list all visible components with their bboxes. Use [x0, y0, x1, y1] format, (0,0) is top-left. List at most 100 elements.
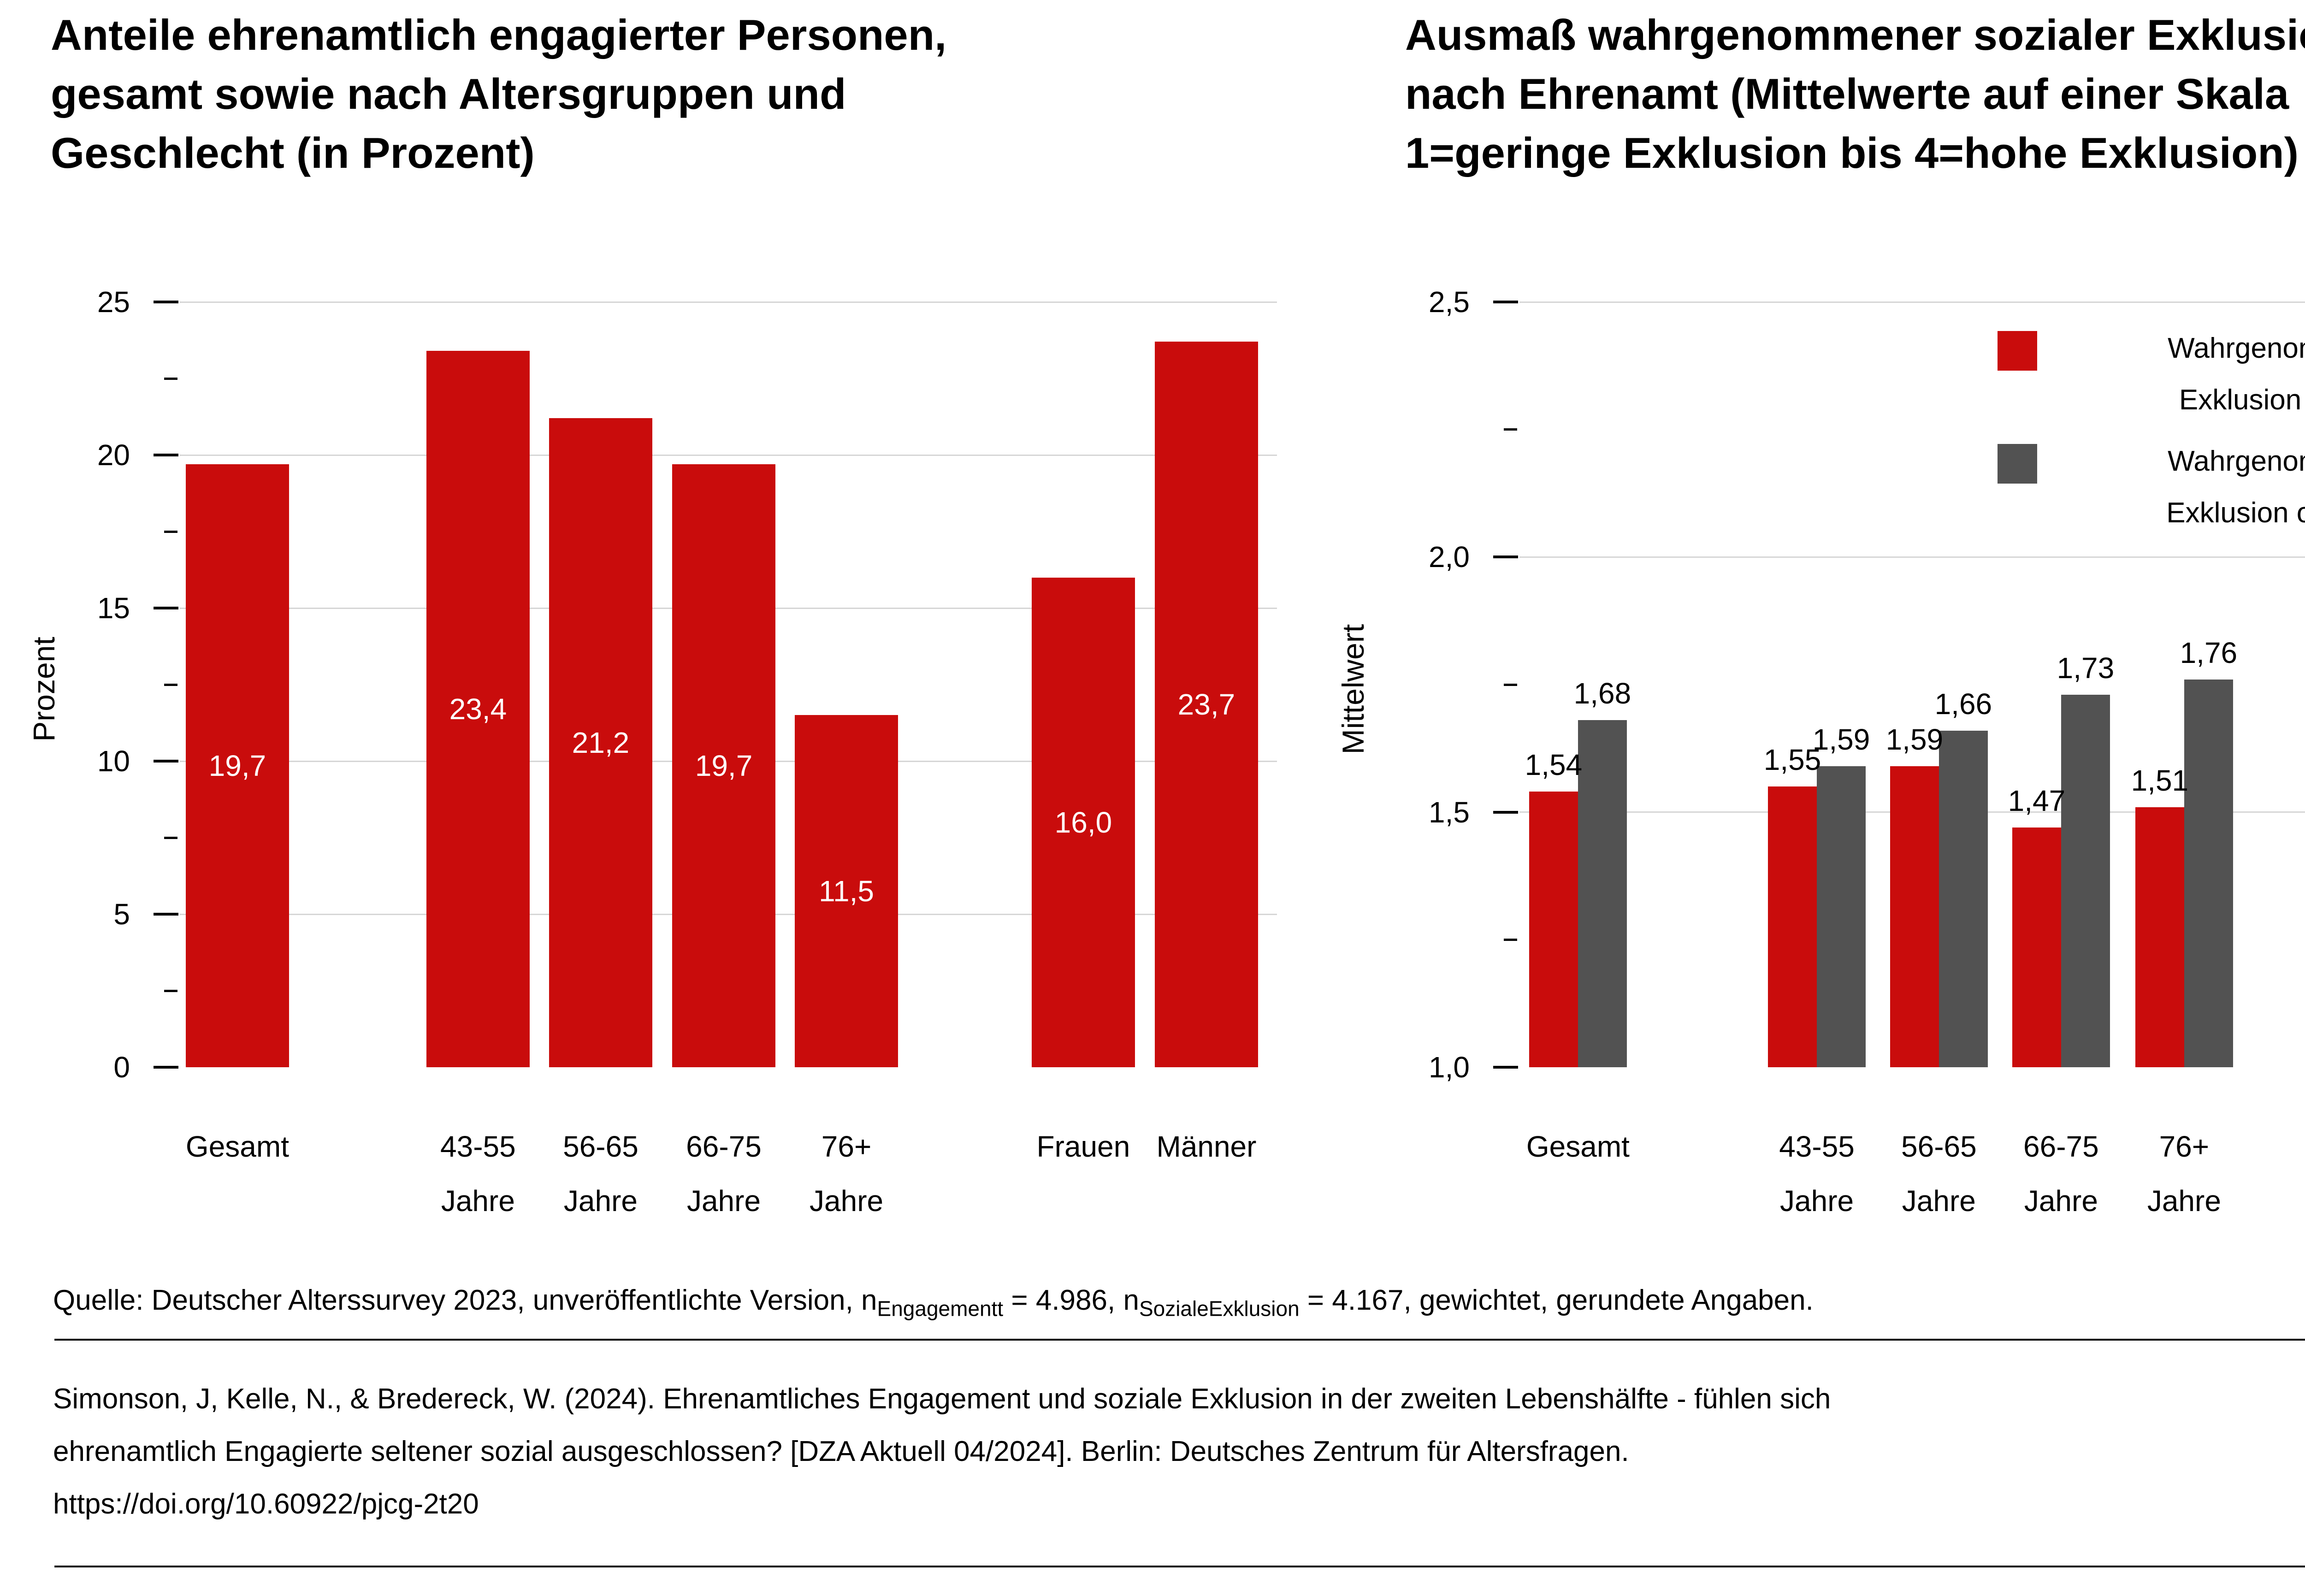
x-category-label: 43-55 Jahre: [1757, 1119, 1877, 1228]
y-major-tick: [154, 301, 178, 303]
bar: [1154, 342, 1258, 1067]
legend-label: Wahrgenommene soziale Exklusion ohne Ehre…: [2049, 436, 2305, 539]
legend-swatch: [1998, 331, 2037, 371]
y-major-tick: [1493, 556, 1518, 559]
y-tick-label: 2,5: [1429, 285, 1470, 319]
legend-label-line: Wahrgenommene soziale: [2168, 445, 2305, 477]
bar: [795, 715, 898, 1067]
y-minor-tick: [1504, 683, 1517, 686]
x-category-label-line: Jahre: [810, 1184, 884, 1218]
left-y-axis-title: Prozent: [27, 637, 61, 742]
citation-line: Simonson, J, Kelle, N., & Bredereck, W. …: [53, 1383, 1831, 1415]
y-tick-label: 1,5: [1429, 795, 1470, 829]
citation: Simonson, J, Kelle, N., & Bredereck, W. …: [53, 1373, 2305, 1531]
bar: [1768, 786, 1817, 1067]
x-category-label-line: 43-55: [440, 1130, 516, 1163]
bar: [1817, 766, 1866, 1067]
citation-line: https://doi.org/10.60922/pjcg-2t20: [53, 1488, 479, 1520]
bar-value-label: 1,66: [1934, 687, 1992, 721]
bar-value-label: 19,7: [695, 749, 753, 782]
source-subscript: SozialeExklusion: [1139, 1296, 1300, 1321]
y-major-tick: [154, 913, 178, 916]
y-minor-tick: [164, 683, 177, 686]
x-category-label: Männer: [1147, 1119, 1266, 1174]
bar-value-label: 21,2: [572, 726, 630, 760]
bar-value-label: 1,73: [2057, 651, 2115, 685]
bar-value-label: 1,76: [2180, 636, 2238, 669]
y-major-tick: [1493, 810, 1518, 814]
legend-label-line: Exklusion mit Ehrenamt: [2179, 384, 2305, 416]
right-y-axis-title: Mittelwert: [1336, 624, 1370, 755]
y-major-tick: [154, 760, 178, 763]
x-category-label-line: Jahre: [2024, 1184, 2098, 1218]
x-category-label-line: Gesamt: [185, 1130, 289, 1163]
y-major-tick: [1493, 1066, 1518, 1069]
right-chart-title-line: nach Ehrenamt (Mittelwerte auf einer Ska…: [1405, 70, 2289, 118]
bar-value-label: 1,59: [1812, 723, 1870, 757]
y-minor-tick: [1504, 938, 1517, 941]
x-category-label-line: Jahre: [2147, 1184, 2221, 1218]
bar: [2012, 827, 2061, 1067]
left-chart-title: Anteile ehrenamtlich engagierter Persone…: [51, 6, 1295, 183]
x-category-label-line: 66-75: [2023, 1130, 2099, 1163]
x-category-label-line: Jahre: [1780, 1184, 1854, 1218]
bar: [549, 418, 652, 1067]
bar: [2184, 679, 2233, 1067]
y-minor-tick: [164, 377, 177, 380]
bar: [1890, 766, 1939, 1067]
x-category-label: 56-65 Jahre: [541, 1119, 661, 1228]
x-category-label-line: 76+: [2159, 1130, 2210, 1163]
bar-value-label: 1,54: [1525, 748, 1583, 782]
divider-line: [54, 1339, 2305, 1341]
legend-swatch: [1998, 444, 2037, 484]
x-category-label-line: 76+: [821, 1130, 872, 1163]
y-major-tick: [154, 607, 178, 609]
x-category-label: 76+ Jahre: [786, 1119, 906, 1228]
bar: [185, 464, 289, 1067]
y-minor-tick: [164, 836, 177, 839]
legend-label-line: Wahrgenommene soziale: [2168, 332, 2305, 364]
bar-value-label: 23,7: [1177, 688, 1235, 721]
x-category-label-line: Jahre: [563, 1184, 638, 1218]
y-tick-label: 5: [113, 898, 130, 931]
grid-line: [180, 301, 1277, 303]
x-category-label-line: Frauen: [1036, 1130, 1130, 1163]
divider-line: [54, 1566, 2305, 1567]
source-subscript: Engagementt: [877, 1296, 1004, 1321]
bar: [1529, 792, 1578, 1067]
x-category-label: Frauen: [1023, 1119, 1143, 1174]
y-tick-label: 0: [113, 1051, 130, 1084]
x-category-label: 66-75 Jahre: [2001, 1119, 2121, 1228]
bar-value-label: 23,4: [449, 692, 507, 726]
x-category-label-line: Jahre: [1902, 1184, 1976, 1218]
bar-value-label: 1,59: [1885, 723, 1944, 757]
x-category-label: 76+ Jahre: [2124, 1119, 2244, 1228]
bar: [1939, 730, 1988, 1067]
right-chart-title-line: 1=geringe Exklusion bis 4=hohe Exklusion…: [1405, 129, 2299, 177]
y-tick-label: 25: [97, 285, 130, 319]
x-category-label: Gesamt: [177, 1119, 297, 1174]
left-chart-title-line: gesamt sowie nach Altersgruppen und: [51, 70, 846, 118]
y-minor-tick: [1504, 428, 1517, 431]
x-category-label: Gesamt: [1518, 1119, 1638, 1174]
bar-value-label: 1,51: [2131, 763, 2189, 797]
x-category-label: 66-75 Jahre: [664, 1119, 784, 1228]
y-major-tick: [154, 1066, 178, 1069]
x-category-label-line: Gesamt: [1526, 1130, 1630, 1163]
x-category-label-line: 56-65: [563, 1130, 638, 1163]
x-category-label-line: 56-65: [1901, 1130, 1977, 1163]
right-chart-title-line: Ausmaß wahrgenommener sozialer Exklusion: [1405, 11, 2305, 59]
y-tick-label: 2,0: [1429, 540, 1470, 574]
bar: [672, 464, 775, 1067]
y-major-tick: [1493, 301, 1518, 303]
bar-value-label: 1,68: [1573, 677, 1631, 710]
source-text: Quelle: Deutscher Alterssurvey 2023, unv…: [53, 1284, 877, 1316]
grid-line: [1519, 301, 2305, 303]
x-category-label-line: 66-75: [686, 1130, 762, 1163]
x-category-label-line: Jahre: [686, 1184, 761, 1218]
x-category-label-line: Jahre: [441, 1184, 515, 1218]
bar-value-label: 16,0: [1054, 805, 1112, 839]
x-category-label-line: 43-55: [1779, 1130, 1855, 1163]
bar: [1578, 720, 1627, 1067]
